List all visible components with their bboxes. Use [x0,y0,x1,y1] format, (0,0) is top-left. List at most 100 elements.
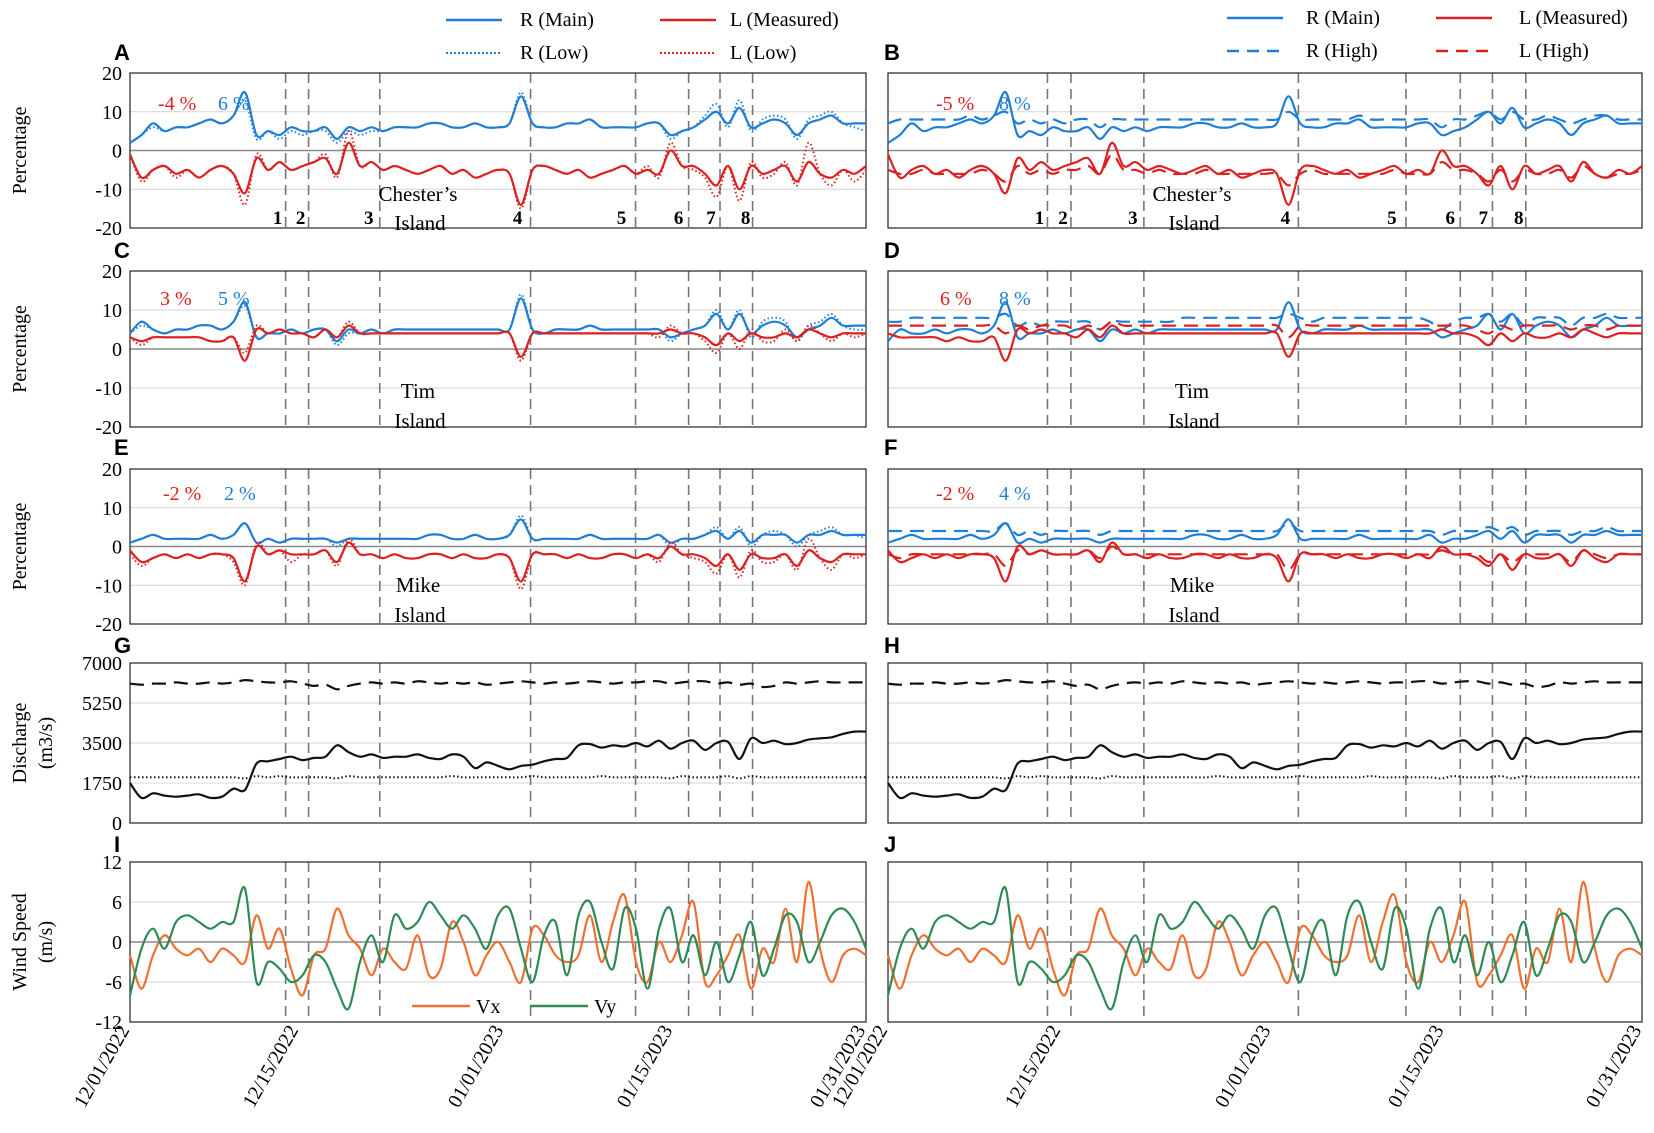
series-line-l-measured [129,541,866,583]
y-axis-label: (m3/s) [35,717,57,769]
y-tick-label: 3500 [82,733,122,755]
series-line-r-high [888,522,1642,537]
series-line-r-low [129,514,867,548]
plot-frame [887,861,1643,1023]
event-number-label: 1 [1035,208,1045,229]
panel-b-island-line1: Chester’s [1153,182,1232,206]
x-date-label: 12/01/2022 [70,1022,135,1112]
plot-frame [129,861,867,1023]
series-line-l-low [129,537,867,591]
series-line-low [888,775,1642,780]
panel-f-red-annotation: -2 % [936,483,974,505]
series-line-vy [886,885,1644,1011]
plot-frame [129,270,867,428]
panel-d-blue-annotation: 8 % [999,288,1031,310]
series-line-r-high [887,312,1642,331]
series-line-l-high [887,545,1642,571]
event-number-label: 2 [1058,208,1068,229]
legend-label-l-measured: L (Measured) [730,9,839,31]
event-number-label: 6 [1446,208,1456,229]
series-line-l-measured [128,141,867,206]
panel-letter-e: E [114,435,129,460]
panel-c-blue-annotation: 5 % [218,288,250,310]
legend-left: R (Main) L (Measured) R (Low) L (Low) [446,9,839,64]
y-tick-label: -6 [105,972,122,994]
plot-frame [129,662,867,824]
legend-label-l-high: L (High) [1519,40,1589,62]
panel-letter-c: C [114,238,130,263]
panel-c-island-line2: Island [394,409,446,433]
series-line-r-low [129,293,867,347]
y-tick-label: -20 [95,417,122,439]
legend-label-r-main-right: R (Main) [1306,7,1380,29]
y-tick-label: 20 [102,459,122,481]
y-tick-label: 10 [102,300,122,322]
y-tick-label: 6 [112,892,122,914]
y-tick-label: 5250 [82,693,122,715]
panel-i: I 12 6 0 -6 -12 Wind Speed (m/s) Vx Vy [9,832,868,1034]
panel-letter-a: A [114,40,130,65]
panel-g: G 7000 5250 3500 1750 0 Discharge (m3/s) [9,633,867,835]
panel-letter-h: H [884,633,900,658]
y-tick-label: -10 [95,575,122,597]
panel-e-blue-annotation: 2 % [224,483,256,505]
plot-frame [129,468,867,625]
event-number-label: 5 [1387,208,1397,229]
series-line-high [129,678,866,691]
series-line-main [129,730,867,800]
panel-f: F -2 % 4 % Mike Island [884,435,1643,627]
panel-d-red-annotation: 6 % [940,288,972,310]
series-line-r-main [887,518,1642,545]
series-line-vy [128,885,868,1011]
legend-label-r-low: R (Low) [520,42,588,64]
panel-a-island-line1: Chester’s [379,182,458,206]
panel-letter-f: F [884,435,897,460]
y-tick-label: -12 [95,1012,122,1034]
y-tick-label: 0 [112,813,122,835]
panel-letter-j: J [884,832,896,857]
y-tick-label: 1750 [82,773,122,795]
y-tick-label: 20 [102,63,122,85]
y-tick-label: 10 [102,498,122,520]
y-axis-label: Percentage [9,107,31,195]
legend-right: R (Main) L (Measured) R (High) L (High) [1227,7,1628,62]
y-axis-label: Wind Speed [9,893,31,991]
panel-d: D 6 % 8 % Tim Island [884,238,1643,433]
panel-c-island-line1: Tim [401,379,435,403]
panel-f-island-line1: Mike [1170,573,1214,597]
x-axis-dates-right: 12/01/2022 12/15/2022 01/01/2023 01/15/2023… [828,1022,1647,1112]
panel-c-red-annotation: 3 % [160,288,192,310]
series-line-l-measured [129,324,866,362]
event-number-label: 3 [1128,208,1138,229]
x-date-label: 01/01/2023 [1211,1022,1276,1112]
x-date-label: 01/15/2023 [613,1022,678,1112]
x-date-label: 12/15/2022 [1001,1022,1066,1112]
legend-label-r-main: R (Main) [520,9,594,31]
panel-b-blue-annotation: 8 % [999,93,1031,115]
event-number-label: 6 [674,208,684,229]
y-tick-label: 0 [112,141,122,163]
event-number-label: 4 [1281,208,1291,229]
y-tick-label: 12 [102,852,122,874]
plot-frame [887,270,1643,428]
y-tick-label: 10 [102,102,122,124]
series-line-r-low [129,91,867,144]
y-tick-label: -10 [95,378,122,400]
event-number-label: 4 [513,208,523,229]
series-line-l-high [887,153,1643,187]
panel-e: E 20 10 0 -10 -20 Percentage -2 % 2 % Mike Is… [9,435,867,636]
y-axis-label: Discharge [9,703,31,784]
y-tick-label: 0 [112,932,122,954]
series-line-r-high [887,110,1642,129]
panel-b-red-annotation: -5 % [936,93,974,115]
panel-a-red-annotation: -4 % [158,93,196,115]
event-number-label: 7 [1479,208,1489,229]
event-number-label: 8 [741,208,751,229]
panel-d-plot [887,270,1643,428]
panel-j: J [884,832,1644,1023]
plot-frame [887,662,1643,824]
series-line-l-low [129,130,867,210]
legend-label-r-high: R (High) [1306,40,1378,62]
